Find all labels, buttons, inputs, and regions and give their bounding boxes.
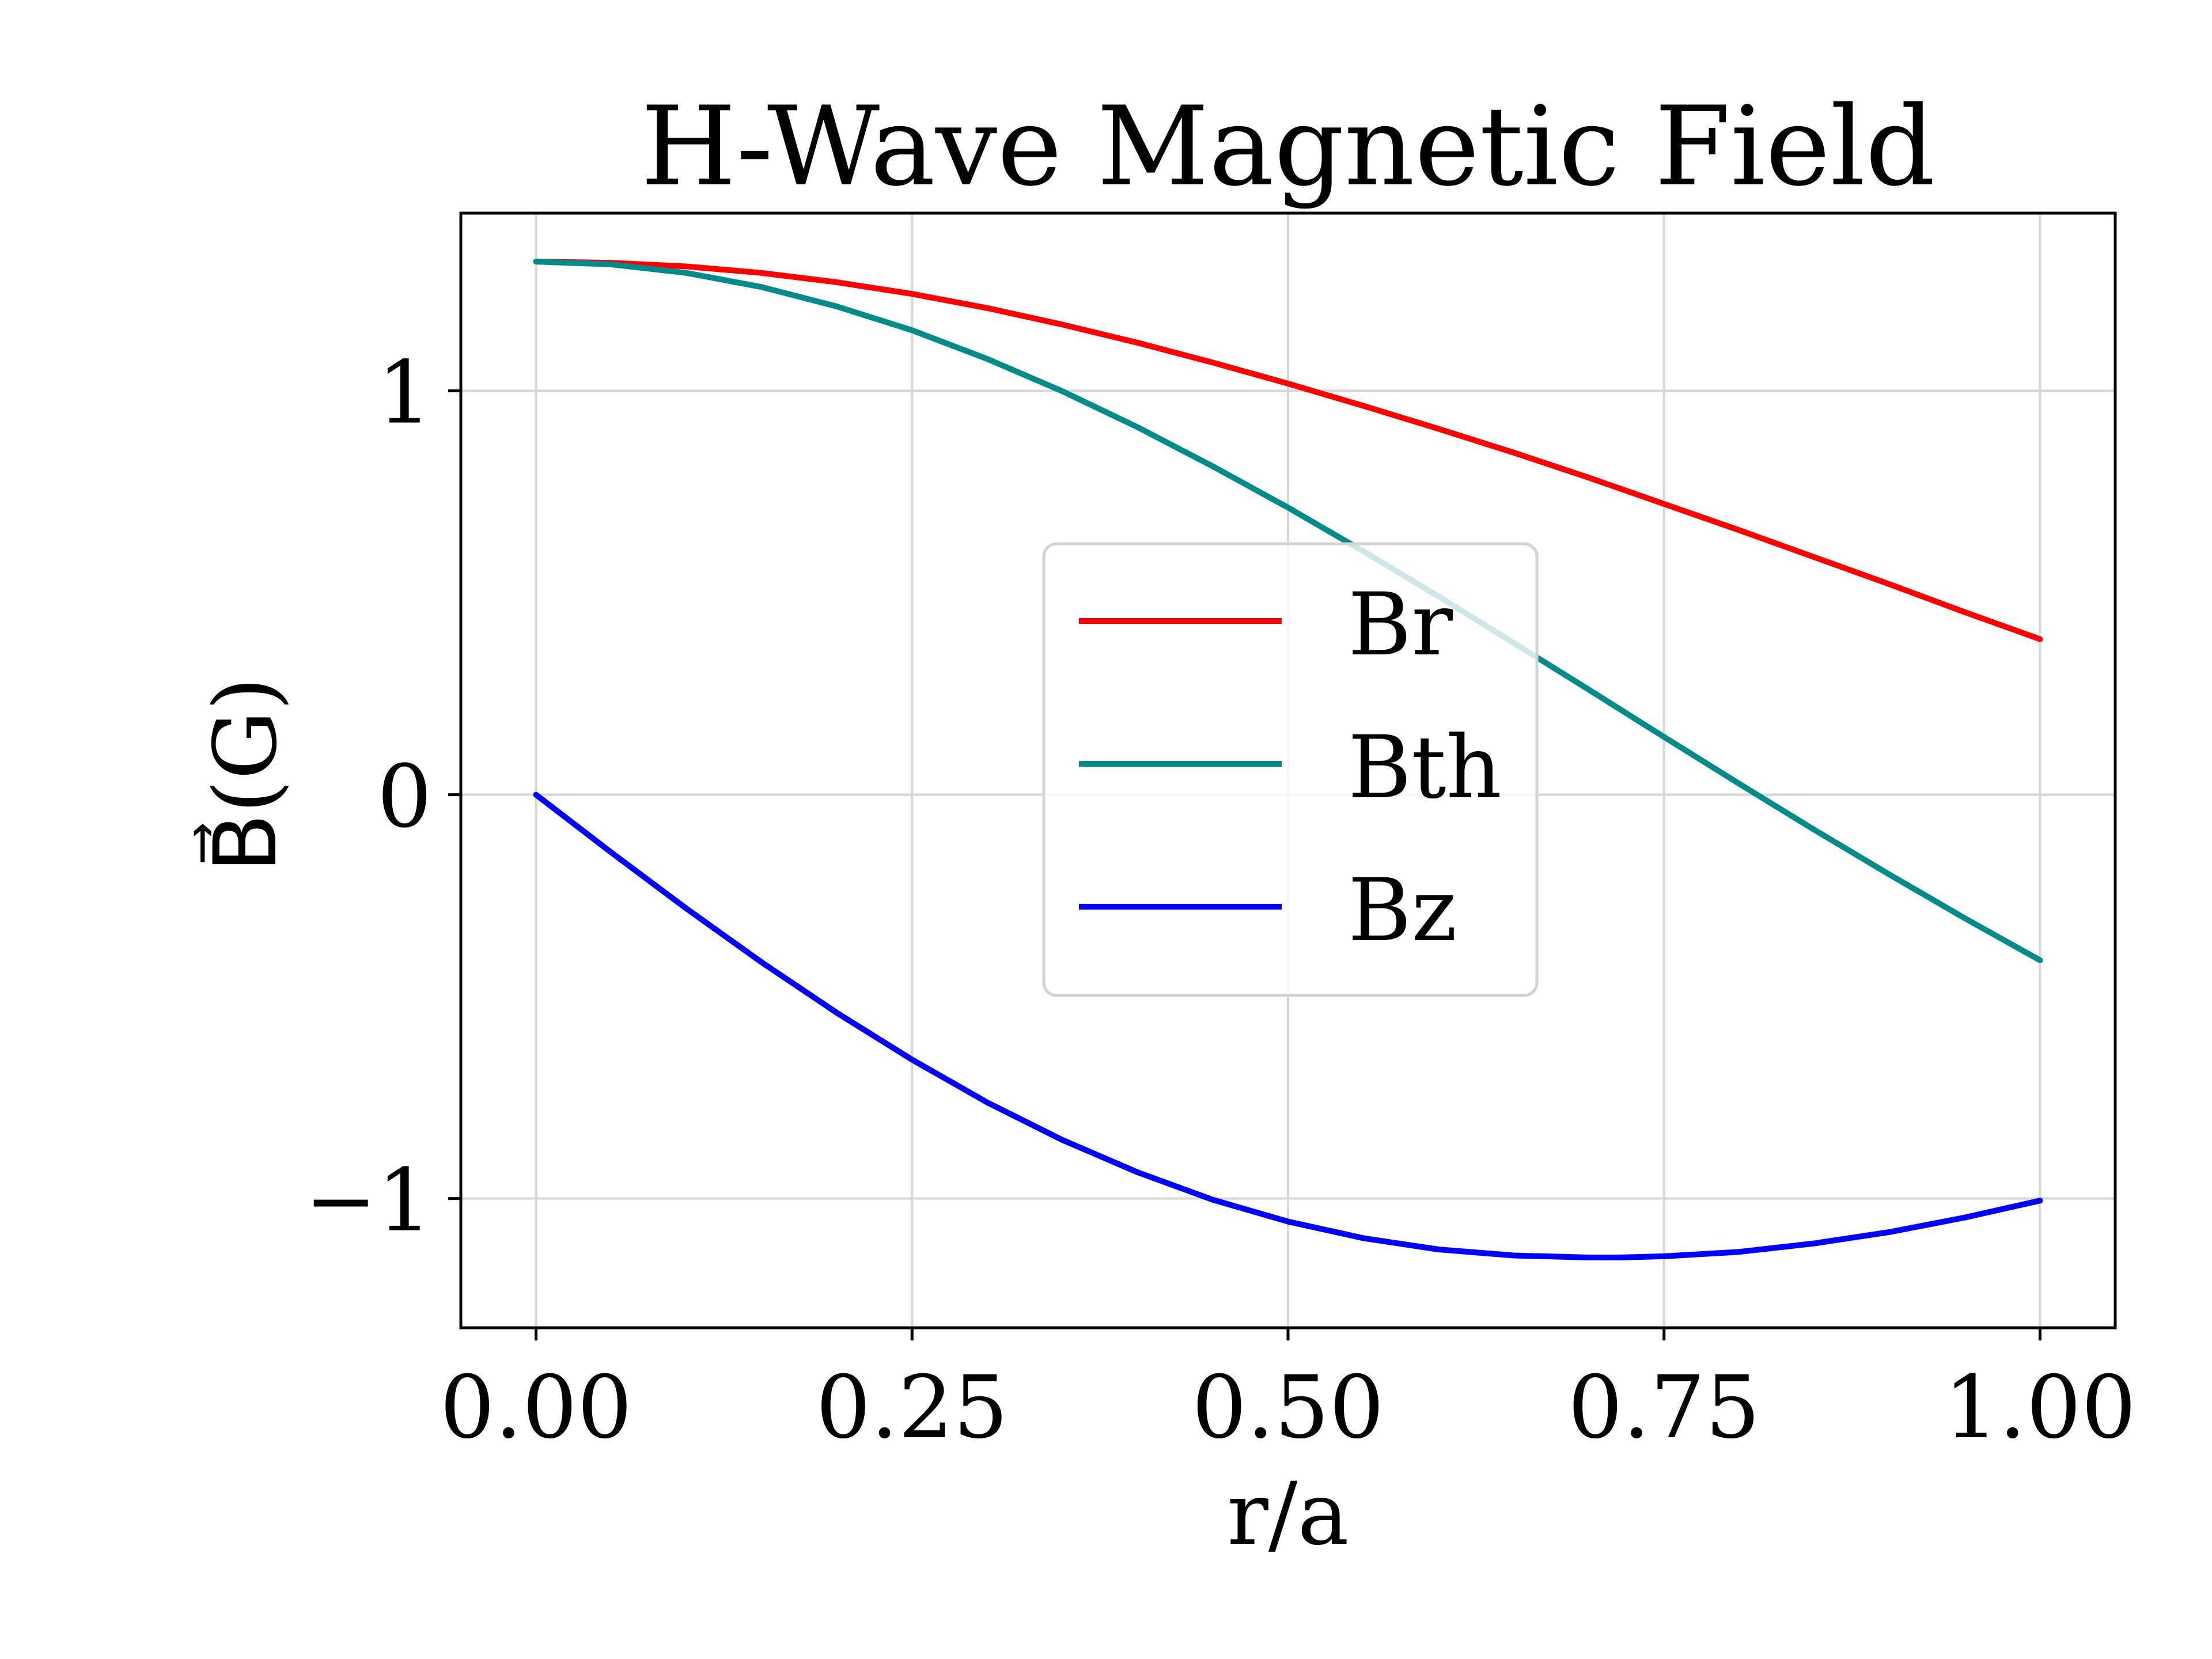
- series-line-bz: [533, 791, 2043, 1260]
- x-tick-label: 1.00: [1944, 1358, 2136, 1458]
- legend-label-bth: Bth: [1348, 718, 1502, 818]
- legend-box: [1042, 542, 1539, 997]
- legend-label-bz: Bz: [1348, 861, 1457, 961]
- y-tick-label: −1: [305, 1151, 432, 1251]
- x-axis-ticks: 0.00 0.25 0.50 0.75 1.00: [440, 1328, 2136, 1458]
- series-line-br: [533, 259, 2043, 642]
- y-axis-label: B⃗(G): [194, 677, 296, 873]
- x-tick-label: 0.00: [440, 1358, 632, 1458]
- x-axis-label: r/a: [1227, 1464, 1349, 1565]
- legend: Br Bth Bz: [1042, 542, 1539, 997]
- x-tick-label: 0.50: [1192, 1358, 1384, 1458]
- legend-label-br: Br: [1348, 575, 1453, 675]
- x-tick-label: 0.75: [1568, 1358, 1760, 1458]
- chart-title: H-Wave Magnetic Field: [641, 83, 1935, 210]
- series-line-bth: [533, 259, 2043, 963]
- y-tick-label: 0: [377, 747, 432, 847]
- y-axis-ticks: −1 0 1: [305, 343, 461, 1251]
- plot-series: [533, 259, 2043, 1260]
- x-tick-label: 0.25: [816, 1358, 1008, 1458]
- y-tick-label: 1: [377, 343, 432, 443]
